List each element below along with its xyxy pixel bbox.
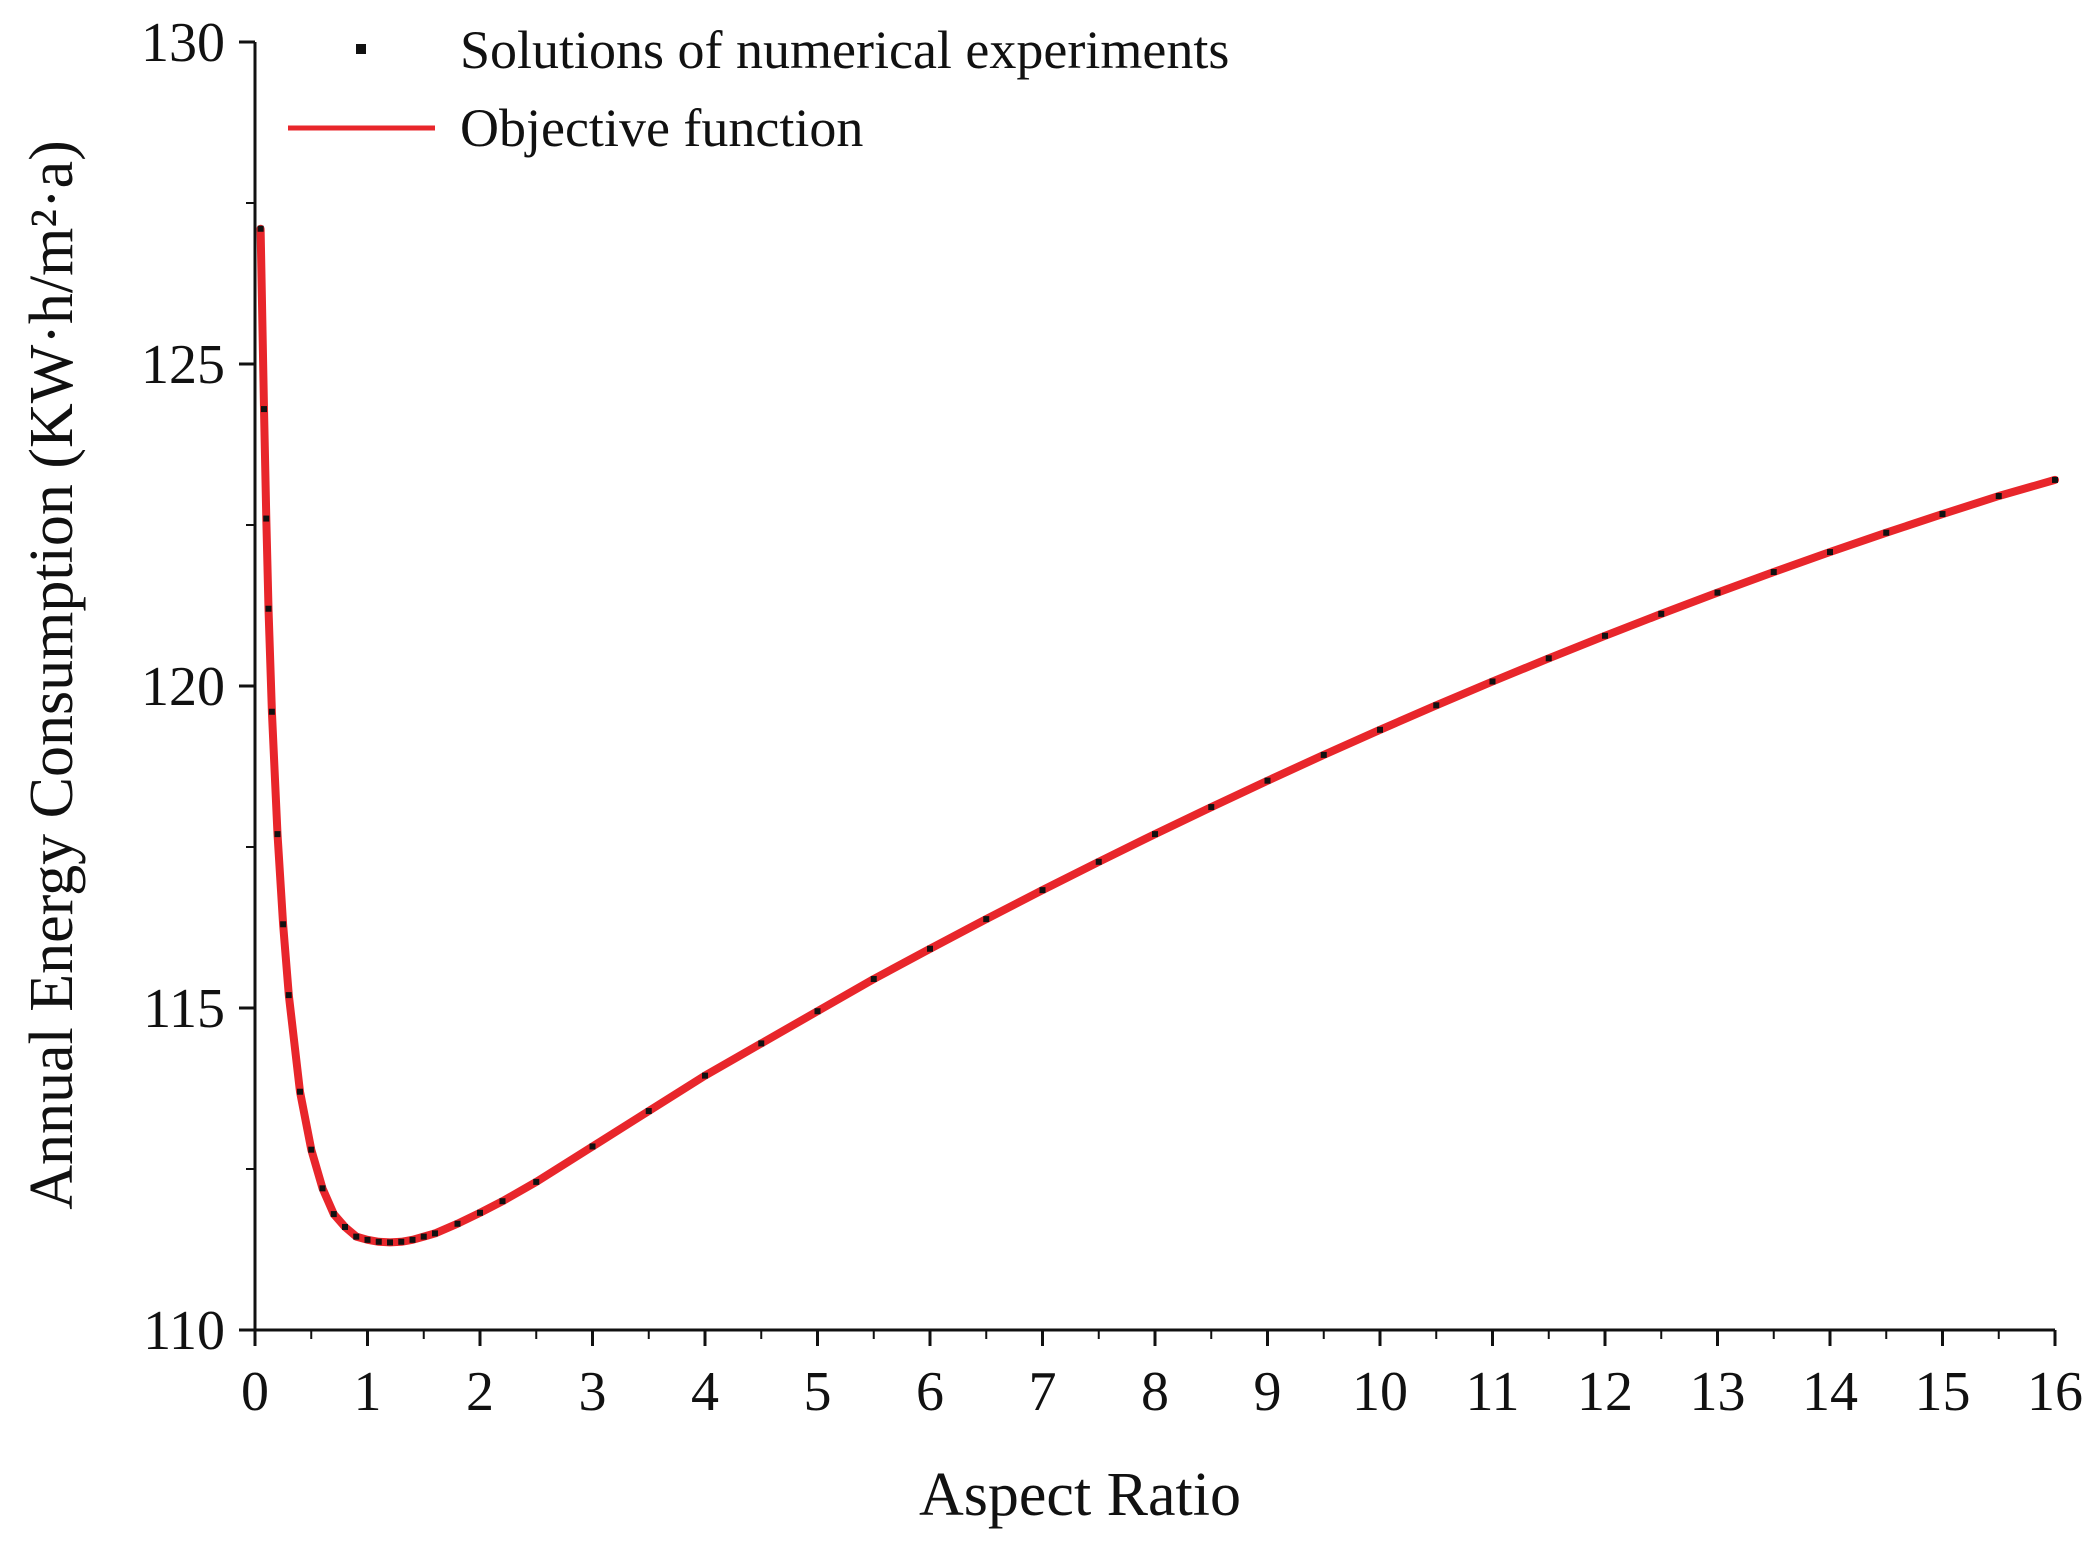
legend-point-symbol [356, 44, 366, 54]
plot-series [256, 224, 2059, 1247]
data-point [409, 1236, 416, 1243]
data-point [499, 1198, 506, 1205]
data-point [432, 1230, 438, 1237]
data-point [2052, 476, 2058, 483]
data-point [420, 1233, 427, 1240]
data-point [1095, 858, 1102, 865]
data-point [268, 708, 275, 715]
x-axis-title: Aspect Ratio [919, 1461, 1241, 1529]
x-tick-label: 2 [466, 1361, 494, 1423]
x-tick-label: 7 [1029, 1361, 1057, 1423]
y-tick-label: 120 [141, 656, 225, 718]
data-point [1039, 887, 1046, 894]
data-point [927, 945, 933, 952]
x-tick-label: 13 [1690, 1361, 1746, 1423]
x-tick-label: 16 [2027, 1361, 2083, 1423]
data-point [330, 1211, 337, 1218]
data-point [387, 1239, 393, 1246]
data-point [1377, 726, 1383, 733]
data-point [1883, 529, 1890, 536]
data-point [375, 1238, 382, 1245]
data-point [1489, 678, 1496, 685]
y-axis-title: Annual Energy Consumption (KW·h/m²·a) [18, 140, 86, 1210]
x-tick-label: 9 [1254, 1361, 1282, 1423]
data-point [1939, 511, 1946, 518]
x-tick-label: 4 [691, 1361, 719, 1423]
data-point [454, 1220, 461, 1227]
y-tick-label: 115 [143, 978, 225, 1040]
data-point [285, 992, 292, 999]
data-point [870, 976, 877, 983]
x-tick-label: 15 [1915, 1361, 1971, 1423]
data-point [1433, 702, 1440, 709]
y-tick-label: 130 [141, 12, 225, 74]
x-tick-label: 3 [579, 1361, 607, 1423]
data-point [1714, 589, 1721, 596]
data-point [1208, 804, 1215, 811]
data-point [533, 1178, 540, 1185]
data-point [1602, 632, 1608, 639]
data-point [263, 515, 270, 522]
data-point [1995, 493, 2002, 500]
y-tick-label: 125 [141, 334, 225, 396]
x-tick-label: 10 [1352, 1361, 1408, 1423]
data-point [1827, 549, 1833, 556]
data-point [265, 605, 272, 612]
axes [253, 42, 2055, 1332]
data-point [645, 1108, 652, 1115]
legend-label: Objective function [460, 98, 863, 158]
data-point [983, 916, 990, 923]
data-point [1264, 777, 1271, 784]
data-point [1770, 569, 1777, 576]
data-point [1658, 610, 1665, 617]
data-point [1320, 751, 1327, 758]
legend-label: Solutions of numerical experiments [460, 20, 1229, 80]
data-point [702, 1072, 708, 1079]
legend: Solutions of numerical experiments Object… [288, 20, 1229, 158]
y-tick-label: 110 [143, 1300, 225, 1362]
x-tick-label: 14 [1802, 1361, 1858, 1423]
data-point [308, 1146, 315, 1153]
x-tick-label: 8 [1141, 1361, 1169, 1423]
data-point [398, 1238, 405, 1245]
data-point [274, 831, 281, 838]
data-point [342, 1223, 348, 1230]
data-point [1152, 831, 1158, 838]
data-point [261, 406, 267, 413]
data-point [280, 921, 287, 928]
data-point [297, 1088, 303, 1095]
x-tick-label: 5 [804, 1361, 832, 1423]
data-point [319, 1185, 326, 1192]
data-point [353, 1233, 360, 1240]
data-point [814, 1008, 821, 1015]
data-point [364, 1236, 371, 1243]
data-point [589, 1143, 596, 1150]
x-tick-label: 12 [1577, 1361, 1633, 1423]
data-point [477, 1209, 483, 1216]
x-tick-label: 6 [916, 1361, 944, 1423]
x-tick-label: 1 [354, 1361, 382, 1423]
x-tick-label: 0 [241, 1361, 269, 1423]
data-point [257, 225, 264, 232]
objective-function-line [256, 224, 2059, 1247]
x-tick-label: 11 [1466, 1361, 1520, 1423]
data-point [1545, 655, 1552, 662]
data-point [758, 1040, 765, 1047]
